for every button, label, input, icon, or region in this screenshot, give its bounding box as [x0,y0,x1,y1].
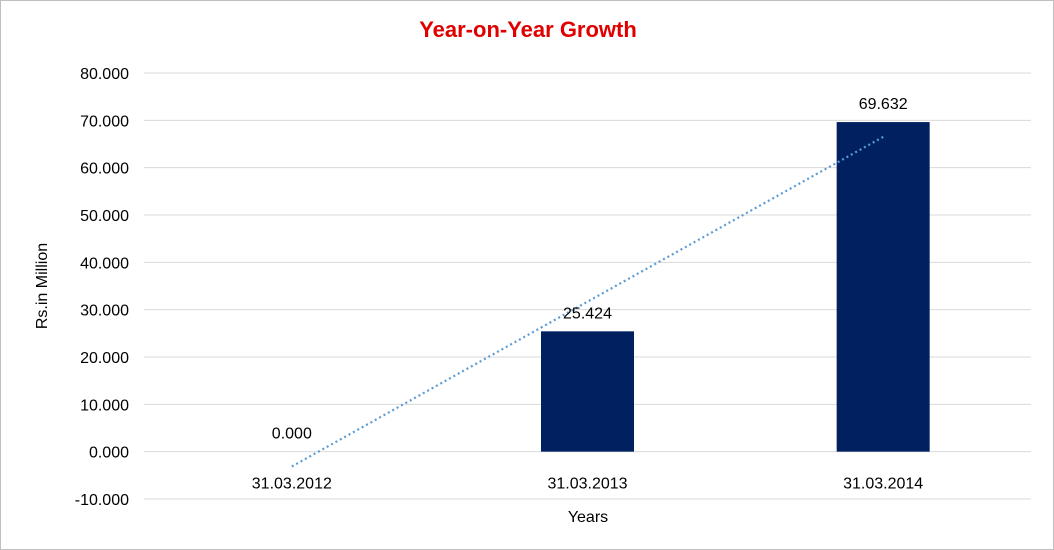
y-tick-label: 50.000 [80,208,129,225]
y-tick-label: 20.000 [80,350,129,367]
x-axis-title: Years [568,509,608,526]
y-axis-title: Rs.in Million [34,243,51,329]
x-tick-label: 31.03.2012 [252,476,332,493]
y-axis-ticks: -10.000 0.000 10.000 20.000 30.000 40.000 50.0… [75,66,129,509]
data-label: 25.424 [563,305,612,322]
bars [541,122,930,452]
data-labels: 0.000 25.424 69.632 [272,96,908,443]
x-tick-label: 31.03.2014 [843,476,923,493]
bar [541,331,634,452]
x-axis-ticks: 31.03.2012 31.03.2013 31.03.2014 [252,476,924,493]
y-tick-label: 40.000 [80,255,129,272]
chart-title: Year-on-Year Growth [419,17,637,42]
data-label: 0.000 [272,426,312,443]
y-tick-label: -10.000 [75,492,129,509]
y-tick-label: 80.000 [80,66,129,83]
x-tick-label: 31.03.2013 [547,476,627,493]
y-tick-label: 0.000 [89,445,129,462]
y-tick-label: 70.000 [80,113,129,130]
y-tick-label: 10.000 [80,397,129,414]
data-label: 69.632 [859,96,908,113]
y-tick-label: 30.000 [80,303,129,320]
y-tick-label: 60.000 [80,161,129,178]
bar [836,122,930,452]
